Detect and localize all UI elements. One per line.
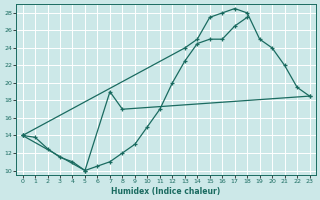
X-axis label: Humidex (Indice chaleur): Humidex (Indice chaleur) xyxy=(111,187,221,196)
